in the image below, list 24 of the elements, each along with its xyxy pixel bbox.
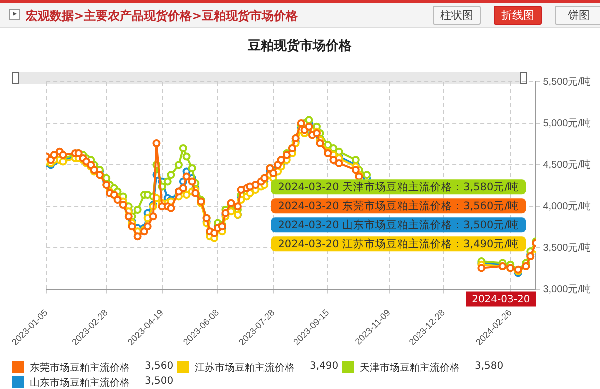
legend-label: 天津市场豆粕主流价格 [360,362,460,375]
y-tick-label: 5,500元/吨 [543,76,592,88]
y-tick-label: 4,000元/吨 [543,200,592,212]
legend-label: 东莞市场豆粕主流价格 [30,362,130,375]
text: 折线图 [494,6,542,25]
text: 饼图 [555,6,600,25]
legend-label: 江苏市场豆粕主流价格 [195,362,295,375]
text: 2024-03-20 [472,294,530,306]
y-tick-label: 4,500元/吨 [543,158,592,171]
chart-title: 豆粕现货市场价格 [247,38,353,55]
annotation: 2024-03-20 天津市场豆粕主流价格：3,580元/吨 [278,180,520,194]
text: 3,580 [475,361,504,372]
text: 3,490 [310,361,339,372]
text: 3,560 [145,361,174,372]
y-tick-label: 3,000元/吨 [543,284,592,296]
annotation: 2024-03-20 山东市场豆粕主流价格：3,500元/吨 [278,218,520,232]
text: 3,500 [145,376,174,387]
y-tick-label: 3,500元/吨 [543,242,592,254]
text: 宏观数据>主要农产品现货价格>豆粕现货市场价格 [26,8,298,25]
annotation: 2024-03-20 江苏市场豆粕主流价格：3,490元/吨 [278,237,520,250]
text: 柱状图 [433,6,481,25]
legend-label: 山东市场豆粕主流价格 [30,376,130,389]
annotation: 2024-03-20 东莞市场豆粕主流价格：3,560元/吨 [278,199,520,212]
y-tick-label: 5,000元/吨 [543,117,592,130]
